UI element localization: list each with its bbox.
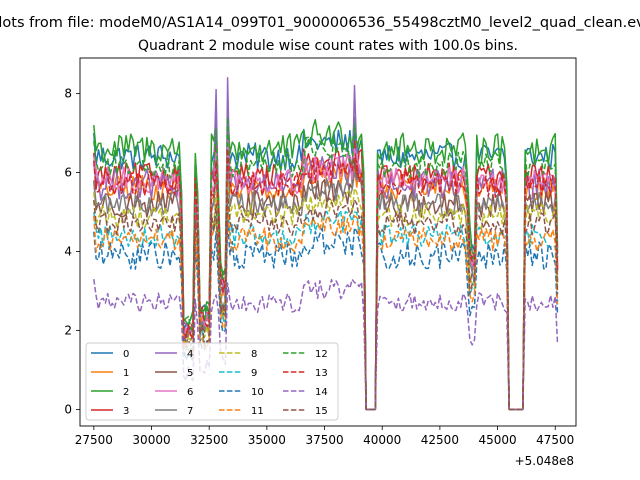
series-line-11 xyxy=(93,207,559,411)
series-line-4 xyxy=(93,76,559,411)
y-tick-label: 8 xyxy=(64,87,72,101)
x-tick-label: 32500 xyxy=(190,433,228,447)
legend-label-2: 2 xyxy=(123,387,129,398)
legend-label-3: 3 xyxy=(123,406,129,417)
x-offset-label: +5.048e8 xyxy=(515,454,574,468)
legend-label-6: 6 xyxy=(187,387,193,398)
x-tick-label: 40000 xyxy=(363,433,401,447)
series-line-15 xyxy=(93,191,559,411)
series-line-7 xyxy=(93,163,559,411)
y-tick-label: 4 xyxy=(64,244,72,258)
series-layer xyxy=(93,76,559,411)
legend-label-4: 4 xyxy=(187,349,193,360)
x-tick-label: 27500 xyxy=(75,433,113,447)
y-axis: 0 2 4 6 8 xyxy=(64,87,80,416)
legend-label-13: 13 xyxy=(315,368,328,379)
chart-title: Quadrant 2 module wise count rates with … xyxy=(138,38,518,54)
y-tick-label: 6 xyxy=(64,166,72,180)
plot-frame xyxy=(79,57,577,427)
legend-label-12: 12 xyxy=(315,349,328,360)
x-tick-label: 30000 xyxy=(132,433,170,447)
legend-label-10: 10 xyxy=(251,387,264,398)
x-tick-label: 37500 xyxy=(305,433,343,447)
series-line-14 xyxy=(93,278,559,411)
figure-suptitle: Plots from file: modeM0/AS1A14_099T01_90… xyxy=(0,15,640,31)
legend-label-7: 7 xyxy=(187,406,193,417)
legend-label-5: 5 xyxy=(187,368,193,379)
series-line-10 xyxy=(93,219,559,411)
legend-label-15: 15 xyxy=(315,406,328,417)
y-tick-label: 2 xyxy=(64,323,72,337)
series-line-12 xyxy=(93,116,559,411)
x-axis: 27500 30000 32500 35000 37500 40000 42500 45000… xyxy=(75,426,574,447)
x-tick-label: 35000 xyxy=(248,433,286,447)
x-tick-label: 45000 xyxy=(478,433,516,447)
series-line-13 xyxy=(93,148,559,411)
legend-label-11: 11 xyxy=(251,406,264,417)
legend-box xyxy=(85,342,339,421)
legend-label-14: 14 xyxy=(315,387,328,398)
legend-label-0: 0 xyxy=(123,349,129,360)
legend-label-8: 8 xyxy=(251,349,257,360)
x-tick-label: 47500 xyxy=(536,433,574,447)
x-tick-label: 42500 xyxy=(421,433,459,447)
y-tick-label: 0 xyxy=(64,402,72,416)
legend-label-1: 1 xyxy=(123,368,129,379)
legend-label-9: 9 xyxy=(251,368,257,379)
series-line-6 xyxy=(93,140,559,411)
